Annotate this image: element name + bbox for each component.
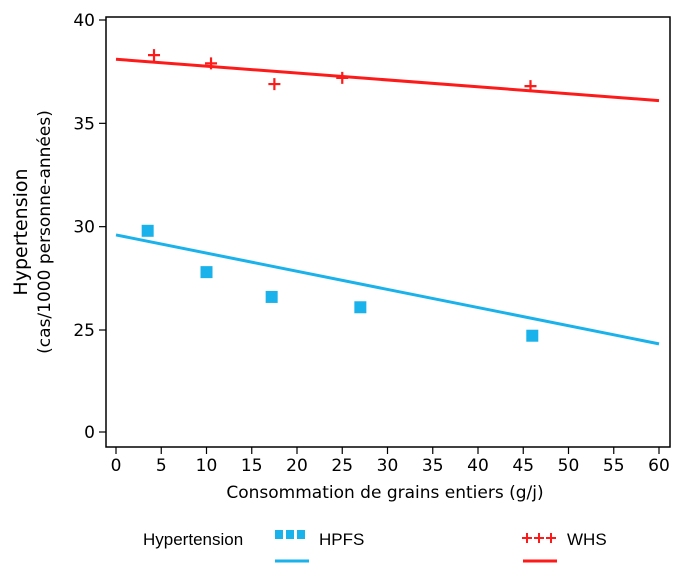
legend: Hypertension HPFS WHS (143, 530, 607, 563)
legend-marker-hpfs (286, 530, 294, 539)
x-tick-label: 20 (286, 456, 308, 476)
data-point-hpfs (265, 290, 278, 303)
legend-label-hpfs: HPFS (319, 530, 364, 549)
x-tick-label: 60 (648, 456, 670, 476)
plot-frame (105, 16, 671, 448)
axes: 0 5 10 15 20 25 30 35 40 45 50 55 60 0 25 30 35 40 (73, 11, 669, 476)
y-tick-label: 35 (73, 114, 95, 134)
legend-marker-whs (522, 533, 532, 543)
x-tick-label: 50 (558, 456, 580, 476)
data-point-whs (205, 57, 218, 70)
x-tick-label: 15 (241, 456, 263, 476)
x-axis-title: Consommation de grains entiers (g/j) (226, 483, 543, 503)
x-tick-label: 10 (196, 456, 218, 476)
x-tick-label: 45 (512, 456, 534, 476)
data-point-whs (148, 49, 161, 62)
x-tick-label: 35 (422, 456, 444, 476)
legend-marker-whs (534, 533, 544, 543)
x-tick-label: 40 (467, 456, 489, 476)
data-point-whs (268, 78, 281, 91)
x-tick-label: 30 (377, 456, 399, 476)
y-tick-label: 40 (73, 11, 95, 31)
legend-title: Hypertension (143, 530, 243, 549)
data-point-hpfs (141, 224, 154, 237)
data-point-whs (524, 80, 537, 93)
trendline-hpfs (115, 233, 660, 346)
data-point-hpfs (526, 329, 539, 342)
legend-marker-whs (546, 533, 556, 543)
legend-marker-hpfs (275, 530, 283, 539)
data-point-hpfs (200, 266, 213, 279)
trendline-whs (115, 57, 660, 103)
data-point-hpfs (354, 301, 367, 314)
legend-label-whs: WHS (567, 530, 607, 549)
y-tick-label: 0 (84, 423, 95, 443)
x-tick-label: 55 (603, 456, 625, 476)
y-axis-title: Hypertension (10, 168, 32, 295)
y-tick-label: 30 (73, 218, 95, 238)
x-tick-label: 25 (331, 456, 353, 476)
y-tick-label: 25 (73, 321, 95, 341)
y-axis-subtitle: (cas/1000 personne-années) (35, 110, 55, 354)
x-tick-label: 5 (156, 456, 167, 476)
chart-marks (115, 49, 660, 346)
data-point-whs (336, 71, 349, 84)
legend-marker-hpfs (297, 530, 305, 539)
x-tick-label: 0 (111, 456, 122, 476)
